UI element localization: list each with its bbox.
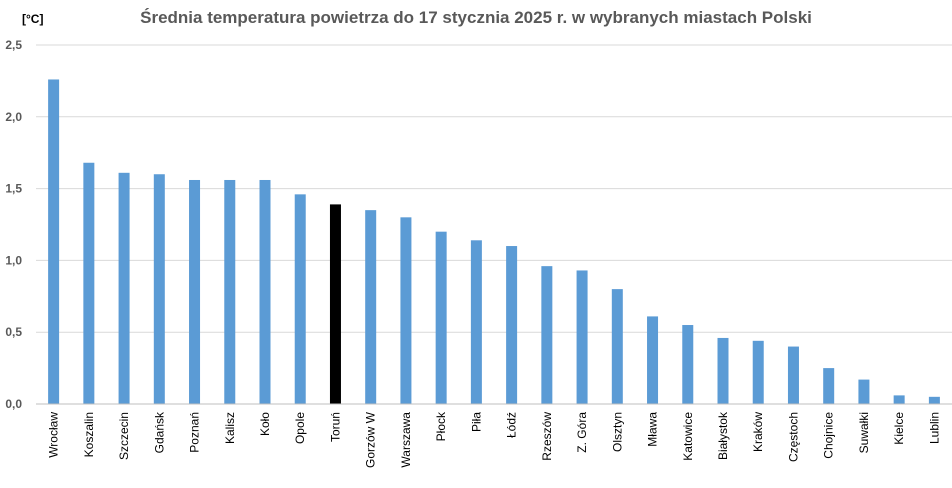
x-tick-label: Warszawa bbox=[399, 412, 413, 468]
x-tick-label: Olsztyn bbox=[610, 412, 624, 452]
x-tick-label: Chojnice bbox=[822, 412, 836, 459]
y-tick-label: 2,5 bbox=[5, 38, 22, 52]
x-tick-label: Toruń bbox=[328, 412, 342, 442]
x-tick-label: Płock bbox=[434, 411, 448, 441]
x-tick-label: Gdańsk bbox=[152, 411, 166, 453]
bar-22 bbox=[823, 368, 835, 404]
bar-24 bbox=[893, 395, 905, 404]
x-tick-label: Suwałki bbox=[857, 412, 871, 453]
bar-16 bbox=[611, 289, 623, 404]
bar-20 bbox=[752, 340, 764, 404]
x-tick-label: Z. Góra bbox=[575, 412, 589, 453]
bar-25 bbox=[928, 396, 940, 404]
y-tick-label: 1,5 bbox=[5, 182, 22, 196]
x-tick-label: Wrocław bbox=[47, 412, 61, 458]
bar-1 bbox=[83, 162, 95, 404]
bar-3 bbox=[153, 174, 165, 404]
bar-18 bbox=[682, 325, 694, 404]
bar-12 bbox=[470, 240, 482, 404]
x-tick-label: Kielce bbox=[892, 412, 906, 445]
x-tick-label: Łódź bbox=[505, 412, 519, 438]
y-tick-label: 0,5 bbox=[5, 325, 22, 339]
bar-21 bbox=[787, 346, 799, 404]
x-tick-label: Mława bbox=[646, 412, 660, 447]
bar-17 bbox=[647, 316, 659, 404]
x-tick-label: Szczecin bbox=[117, 412, 131, 460]
x-tick-label: Kalisz bbox=[223, 412, 237, 444]
x-tick-label: Opole bbox=[293, 412, 307, 444]
bar-4 bbox=[189, 179, 201, 404]
bar-19 bbox=[717, 337, 729, 404]
bar-5 bbox=[224, 179, 236, 404]
y-tick-label: 1,0 bbox=[5, 253, 22, 267]
bar-2 bbox=[118, 172, 130, 404]
bar-11 bbox=[435, 231, 447, 404]
x-tick-label: Koszalin bbox=[82, 412, 96, 457]
x-tick-label: Poznań bbox=[188, 412, 202, 453]
bar-10 bbox=[400, 217, 412, 404]
x-tick-label: Katowice bbox=[681, 412, 695, 461]
bar-13 bbox=[506, 246, 518, 404]
x-axis-ticks: Wrocław Koszalin Szczecin Gdańsk Poznań Kalis… bbox=[47, 411, 942, 468]
bar-14 bbox=[541, 266, 553, 404]
y-unit-label: [°C] bbox=[22, 12, 43, 26]
x-tick-label: Kraków bbox=[751, 412, 765, 452]
x-tick-label: Koło bbox=[258, 412, 272, 436]
gridlines bbox=[36, 44, 952, 333]
x-tick-label: Rzeszów bbox=[540, 412, 554, 461]
x-tick-label: Lublin bbox=[927, 412, 941, 444]
x-tick-label: Częstoch bbox=[786, 412, 800, 462]
bar-15 bbox=[576, 270, 588, 404]
bar-8 bbox=[329, 204, 341, 404]
bar-23 bbox=[858, 379, 870, 404]
x-tick-label: Gorzów W bbox=[364, 411, 378, 468]
x-tick-label: Białystok bbox=[716, 411, 730, 460]
bar-6 bbox=[259, 179, 271, 404]
bar-0 bbox=[48, 79, 60, 405]
y-tick-label: 0,0 bbox=[5, 397, 22, 411]
chart-title: Średnia temperatura powietrza do 17 styc… bbox=[140, 8, 812, 27]
y-axis-ticks: 0,0 0,5 1,0 1,5 2,0 2,5 bbox=[5, 38, 22, 411]
y-tick-label: 2,0 bbox=[5, 110, 22, 124]
x-tick-label: Piła bbox=[469, 412, 483, 432]
bars bbox=[48, 79, 940, 405]
bar-9 bbox=[365, 210, 377, 404]
bar-7 bbox=[294, 194, 306, 404]
